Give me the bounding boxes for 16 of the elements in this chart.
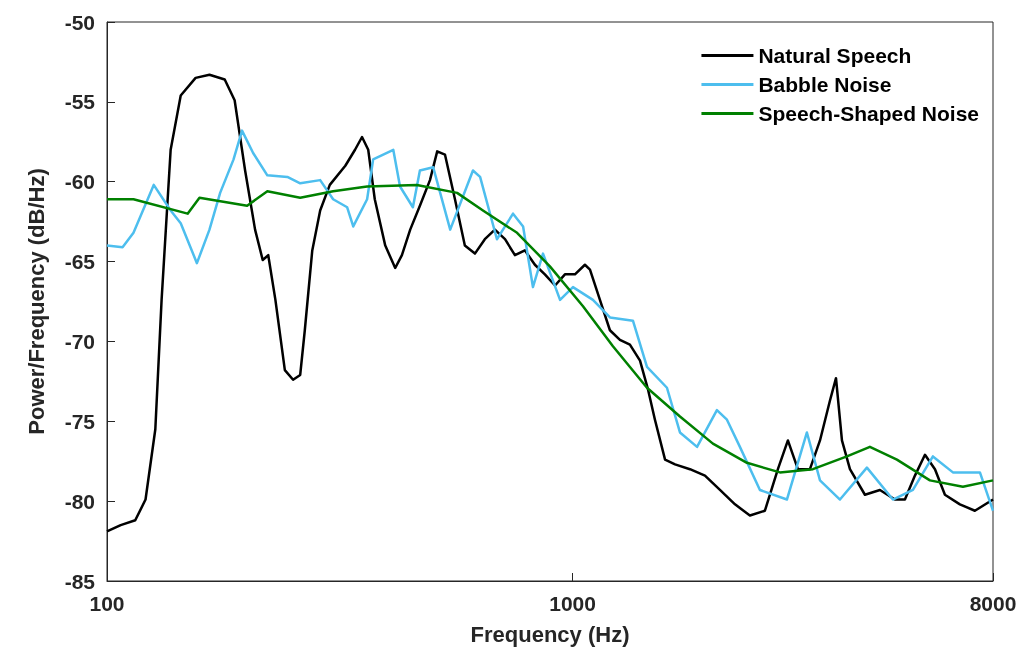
y-tick-label: -65 xyxy=(64,250,96,274)
x-tick-label: 100 xyxy=(89,592,125,615)
legend-label: Speech-Shaped Noise xyxy=(758,102,979,125)
y-axis-title: Power/Frequency (dB/Hz) xyxy=(23,168,49,435)
y-tick-label: -50 xyxy=(64,10,95,34)
y-tick-label: -80 xyxy=(64,489,95,513)
legend-label: Natural Speech xyxy=(758,44,912,67)
y-tick-label: -85 xyxy=(64,569,96,593)
x-tick-label: 8000 xyxy=(969,592,1017,615)
y-tick-label: -75 xyxy=(64,409,96,433)
y-tick-label: -70 xyxy=(64,329,95,353)
x-tick-label: 1000 xyxy=(549,592,596,615)
y-tick-label: -60 xyxy=(64,170,95,194)
x-axis-title: Frequency (Hz) xyxy=(470,621,630,647)
y-tick-label: -55 xyxy=(64,90,96,114)
legend-label: Babble Noise xyxy=(758,73,892,96)
